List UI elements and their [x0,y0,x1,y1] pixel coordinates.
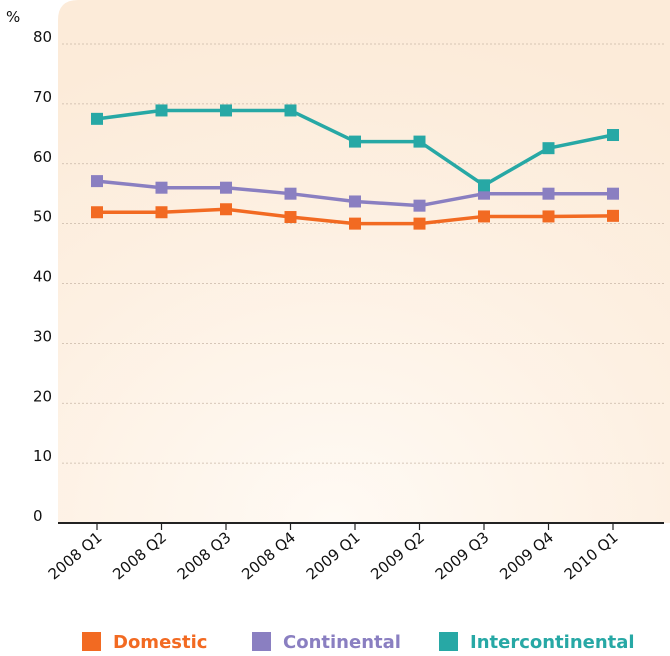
data-point-marker [542,142,555,155]
series-intercontinental [91,104,619,192]
data-point-marker [284,211,297,224]
data-point-marker [155,104,168,117]
data-point-marker [220,104,232,117]
x-tick-label: 2008 Q3 [174,528,235,583]
legend-label: Continental [283,632,401,653]
y-tick-label: 30 [33,327,52,345]
data-point-marker [284,104,297,117]
data-point-marker [542,210,555,223]
x-tick-label: 2009 Q4 [496,528,557,583]
legend-label: Intercontinental [470,632,635,653]
data-point-marker [607,129,619,142]
x-tick-label: 2009 Q1 [303,528,364,583]
y-tick-label: 10 [33,447,52,465]
data-point-marker [413,135,426,148]
legend: Domestic Continental Intercontinental [82,632,635,653]
data-point-marker [155,206,168,219]
data-point-marker [607,187,619,200]
data-point-marker [542,187,555,200]
data-point-marker [91,112,103,125]
x-tick-label: 2008 Q4 [238,528,299,583]
data-point-marker [349,217,361,230]
data-point-marker [478,179,490,192]
y-tick-label: 40 [33,268,52,286]
legend-swatch [439,632,458,651]
data-point-marker [478,210,490,223]
y-tick-label: 20 [33,387,52,405]
plot-background [58,0,670,523]
y-unit-label: % [6,8,20,26]
x-tick-label: 2008 Q1 [45,528,106,583]
legend-label: Domestic [113,632,207,653]
data-point-marker [220,203,232,216]
x-tick-label: 2009 Q2 [367,528,428,583]
series-continental [91,175,619,212]
data-point-marker [91,175,103,188]
data-point-marker [220,181,232,194]
data-point-marker [349,195,361,208]
data-point-marker [413,199,426,212]
legend-swatch [82,632,101,651]
data-point-marker [91,206,103,219]
data-series [91,104,619,230]
x-tick-label: 2009 Q3 [432,528,493,583]
x-axis [58,522,664,530]
x-axis-tick-labels: 2008 Q1 2008 Q2 2008 Q3 2008 Q4 2009 Q1 2009 … [45,528,622,583]
data-point-marker [413,217,426,230]
y-tick-label: 0 [33,507,43,525]
y-tick-label: 60 [33,148,52,166]
data-point-marker [349,135,361,148]
series-domestic [91,203,619,230]
data-point-marker [284,187,297,200]
y-axis-tick-labels: 0 10 20 30 40 50 60 70 80 [33,28,52,525]
y-tick-label: 70 [33,88,52,106]
y-tick-label: 80 [33,28,52,46]
data-point-marker [155,181,168,194]
x-tick-label: 2008 Q2 [109,528,170,583]
x-tick-label: 2010 Q1 [561,528,622,583]
legend-swatch [252,632,271,651]
y-tick-label: 50 [33,208,52,226]
data-point-marker [607,209,619,222]
